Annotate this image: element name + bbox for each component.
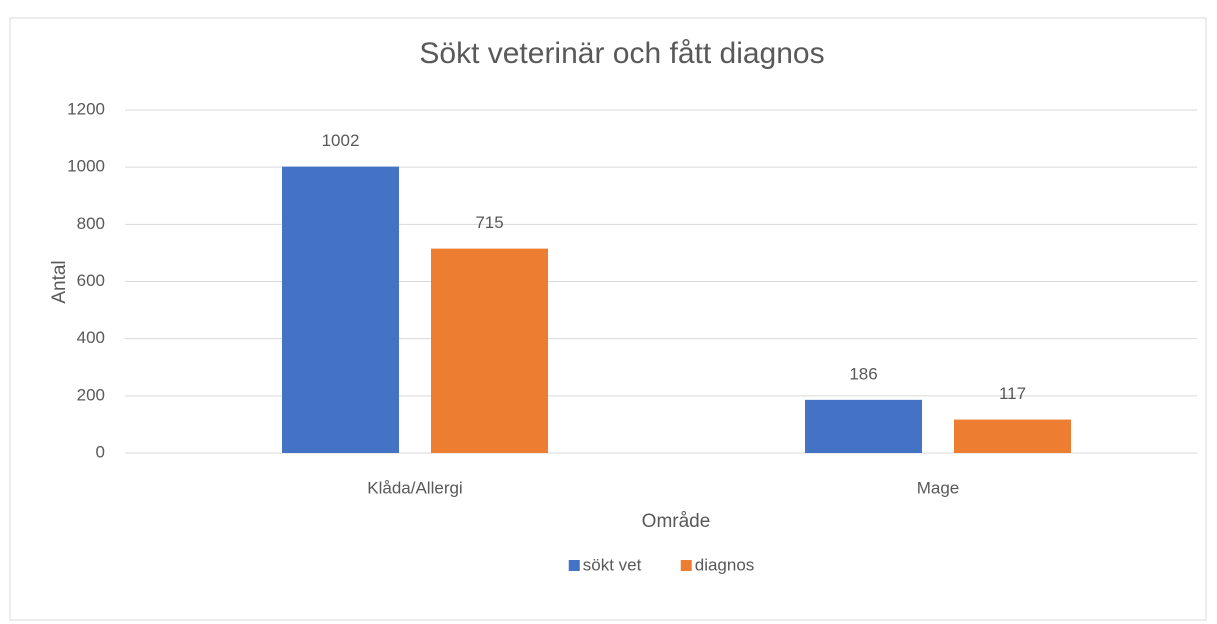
data-label: 186 [849,364,877,383]
legend-swatch [568,560,580,571]
data-label: 715 [475,213,503,232]
y-tick-label: 1000 [67,157,105,176]
y-axis-label: Antal [49,260,70,303]
y-tick-label: 800 [77,214,105,233]
x-tick-label: Mage [917,478,960,497]
bar [954,419,1071,453]
legend-label: diagnos [695,555,755,574]
bar [805,399,922,453]
chart-title: Sökt veterinär och fått diagnos [419,37,824,70]
legend-label: sökt vet [583,555,642,574]
legend-swatch [680,560,692,571]
bar [431,248,548,453]
bar [282,166,399,453]
y-tick-label: 400 [77,328,105,347]
y-tick-label: 1200 [67,99,105,118]
y-tick-label: 0 [96,442,105,461]
data-label: 1002 [322,131,360,150]
y-tick-label: 200 [77,385,105,404]
x-tick-label: Klåda/Allergi [367,478,462,497]
x-axis-label: Område [642,511,711,532]
data-label: 117 [999,384,1026,403]
y-tick-label: 600 [77,271,105,290]
chart-border [9,17,1207,621]
